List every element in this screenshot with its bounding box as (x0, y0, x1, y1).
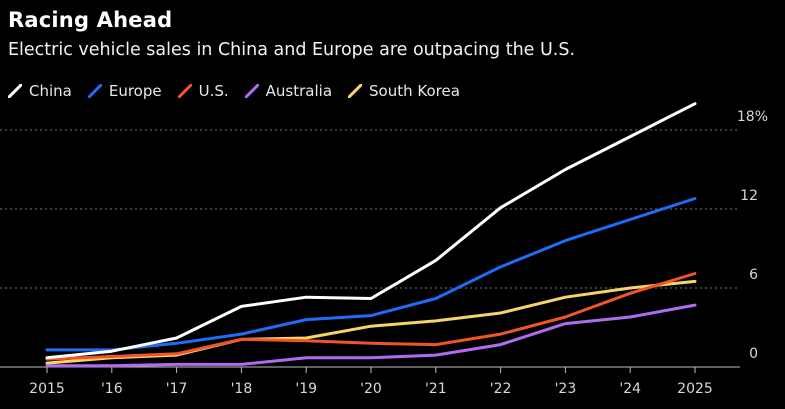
legend-label: Australia (265, 82, 333, 100)
series-line-south-korea (45, 279, 697, 365)
legend-line-icon (8, 84, 22, 98)
legend: China Europe U.S. Australia South Korea (8, 82, 476, 100)
y-tick-label: 12 (740, 188, 758, 204)
x-tick-label: '21 (425, 381, 447, 397)
legend-line-icon (348, 84, 363, 98)
legend-item: U.S. (177, 82, 229, 100)
chart-title: Racing Ahead (8, 8, 173, 32)
x-tick-label: '20 (360, 381, 382, 397)
legend-label: Europe (108, 82, 162, 100)
series-line-u-s (45, 272, 697, 361)
x-tick-label: '24 (619, 381, 641, 397)
x-tick-label: '23 (555, 381, 577, 397)
y-tick-label: 18% (737, 109, 768, 125)
x-tick-label: '19 (295, 381, 317, 397)
x-tick-label: '16 (101, 381, 123, 397)
x-tick-label: 2025 (677, 381, 713, 397)
chart-subtitle: Electric vehicle sales in China and Euro… (8, 40, 576, 60)
series-line-china (45, 102, 697, 360)
x-tick-label: '17 (166, 381, 188, 397)
legend-item: Europe (87, 82, 162, 100)
x-tick-label: 2015 (29, 381, 65, 397)
legend-label: South Korea (369, 82, 460, 100)
legend-item: Australia (244, 82, 333, 100)
legend-label: China (29, 82, 72, 100)
legend-line-icon (177, 84, 192, 98)
x-tick-label: '22 (490, 381, 512, 397)
series-line-europe (45, 197, 697, 352)
legend-item: South Korea (348, 82, 460, 100)
y-tick-label: 0 (749, 346, 758, 362)
series-line-australia (45, 303, 697, 368)
legend-line-icon (87, 84, 102, 98)
x-tick-label: '18 (231, 381, 253, 397)
legend-item: China (8, 82, 72, 100)
legend-label: U.S. (198, 82, 229, 100)
legend-line-icon (244, 84, 259, 98)
y-tick-label: 6 (749, 267, 758, 283)
